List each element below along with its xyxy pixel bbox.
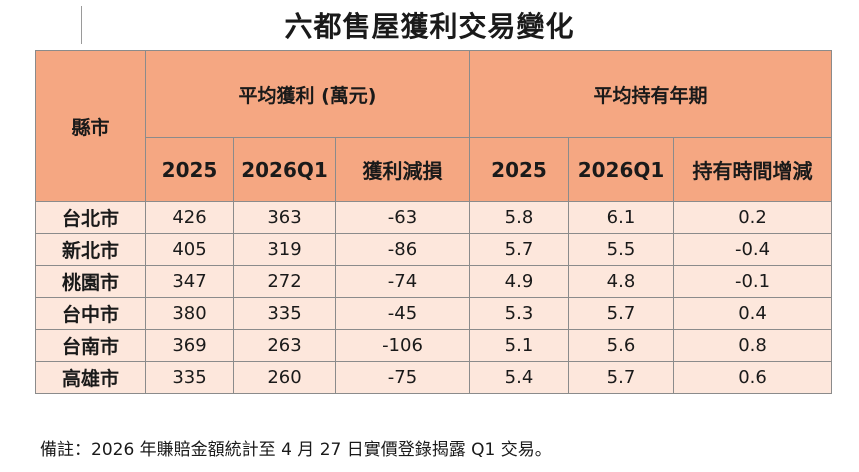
profit-diff-cell: -63 [335,201,470,234]
holding-diff-cell: -0.1 [672,265,833,298]
profit-2026q1-cell: 335 [233,297,336,330]
header-row-columns: 2025 2026Q1 獲利減損 2025 2026Q1 持有時間增減 [36,137,833,202]
holding-2026q1-cell: 5.6 [568,329,674,362]
profit-2026q1-cell: 263 [233,329,336,362]
holding-2026q1-cell: 5.7 [568,361,674,394]
divider-line [81,6,82,44]
holding-2025-cell: 5.7 [469,233,569,266]
holding-group-header: 平均持有年期 [468,50,833,138]
profit-2025-cell: 426 [145,201,234,234]
holding-2026q1-cell: 6.1 [568,201,674,234]
holding-diff-cell: -0.4 [672,233,833,266]
profit-2026q1-cell: 319 [233,233,336,266]
table-row: 桃園市 347 272 -74 4.9 4.8 -0.1 [35,265,833,298]
holding-2025-cell: 5.3 [469,297,569,330]
profit-2025-cell: 347 [145,265,234,298]
table-row: 新北市 405 319 -86 5.7 5.5 -0.4 [35,233,833,266]
city-cell: 桃園市 [35,265,146,298]
header-row-groups: 縣市 平均獲利 (萬元) 平均持有年期 [35,50,833,202]
col-header-profit-2026q1: 2026Q1 [233,137,336,202]
col-header-holding-2025: 2025 [469,137,569,202]
holding-2026q1-cell: 5.5 [568,233,674,266]
profit-diff-cell: -106 [335,329,470,362]
profit-2025-cell: 369 [145,329,234,362]
holding-diff-cell: 0.2 [672,201,833,234]
holding-diff-cell: 0.8 [672,329,833,362]
table-row: 高雄市 335 260 -75 5.4 5.7 0.6 [35,361,833,394]
city-cell: 台中市 [35,297,146,330]
holding-2025-cell: 5.1 [469,329,569,362]
holding-2025-cell: 5.4 [469,361,569,394]
holding-diff-cell: 0.6 [672,361,833,394]
table-row: 台南市 369 263 -106 5.1 5.6 0.8 [35,329,833,362]
col-header-holding-2026q1: 2026Q1 [568,137,674,202]
page-title: 六都售屋獲利交易變化 [284,10,575,43]
profit-diff-cell: -86 [335,233,470,266]
holding-2026q1-cell: 4.8 [568,265,674,298]
profit-2026q1-cell: 272 [233,265,336,298]
profit-diff-cell: -74 [335,265,470,298]
profit-2026q1-cell: 363 [233,201,336,234]
profit-2026q1-cell: 260 [233,361,336,394]
profit-2025-cell: 405 [145,233,234,266]
holding-2025-cell: 5.8 [469,201,569,234]
holding-diff-cell: 0.4 [672,297,833,330]
profit-table: 縣市 平均獲利 (萬元) 平均持有年期 2025 2026Q1 獲利減損 202… [35,50,833,394]
col-header-profit-2025: 2025 [145,137,234,202]
profit-diff-cell: -45 [335,297,470,330]
holding-2025-cell: 4.9 [469,265,569,298]
footnote: 備註：2026 年賺賠金額統計至 4 月 27 日實價登錄揭露 Q1 交易。 [40,440,552,460]
table-row: 台中市 380 335 -45 5.3 5.7 0.4 [35,297,833,330]
city-cell: 新北市 [35,233,146,266]
city-cell: 台南市 [35,329,146,362]
county-header: 縣市 [35,50,146,202]
profit-2025-cell: 335 [145,361,234,394]
col-header-holding-diff: 持有時間增減 [672,137,833,202]
profit-group-header: 平均獲利 (萬元) [145,50,470,138]
profit-diff-cell: -75 [335,361,470,394]
holding-2026q1-cell: 5.7 [568,297,674,330]
profit-2025-cell: 380 [145,297,234,330]
city-cell: 台北市 [35,201,146,234]
table-row: 台北市 426 363 -63 5.8 6.1 0.2 [35,201,833,234]
col-header-profit-diff: 獲利減損 [335,137,470,202]
city-cell: 高雄市 [35,361,146,394]
